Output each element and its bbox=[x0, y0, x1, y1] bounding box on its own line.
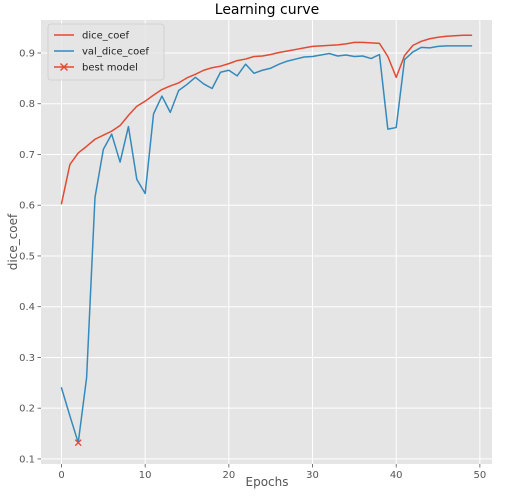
legend-label: best model bbox=[82, 63, 138, 74]
y-tick-label: 0.8 bbox=[19, 99, 35, 110]
y-tick-label: 0.5 bbox=[19, 251, 35, 262]
x-tick-label: 20 bbox=[222, 470, 235, 481]
legend-entry: best model bbox=[54, 63, 138, 74]
legend-entry: dice_coef bbox=[54, 31, 130, 42]
x-axis-label: Epochs bbox=[246, 475, 289, 489]
legend-label: val_dice_coef bbox=[82, 47, 149, 58]
axis-layer: 0 10 20 30 40 50 0.1 0.2 0.3 0.4 0.5 0.6 0.7 0.8 0.9 bbox=[19, 48, 486, 481]
y-tick-label: 0.1 bbox=[19, 454, 35, 465]
legend-entry: val_dice_coef bbox=[54, 47, 149, 58]
grid-layer bbox=[41, 20, 492, 464]
series-layer bbox=[60, 34, 473, 444]
x-tick-label: 40 bbox=[390, 470, 403, 481]
chart-title: Learning curve bbox=[215, 2, 319, 18]
best-model-marker bbox=[74, 439, 82, 447]
y-tick-label: 0.3 bbox=[19, 353, 35, 364]
y-tick-label: 0.2 bbox=[19, 404, 35, 415]
y-tick-label: 0.9 bbox=[19, 48, 35, 59]
y-tick-label: 0.6 bbox=[19, 201, 35, 212]
legend-box bbox=[47, 23, 165, 81]
x-tick-label: 30 bbox=[306, 470, 319, 481]
x-tick-label: 10 bbox=[139, 470, 152, 481]
y-tick-label: 0.7 bbox=[19, 150, 35, 161]
marker-layer bbox=[74, 439, 82, 447]
legend-marker-x-icon bbox=[60, 63, 68, 71]
legend-label: dice_coef bbox=[82, 31, 130, 42]
series-line-dice-coef bbox=[60, 34, 473, 205]
x-tick-label: 50 bbox=[474, 470, 487, 481]
series-line-val-dice-coef bbox=[60, 45, 473, 444]
y-axis-label: dice_coef bbox=[6, 213, 20, 270]
x-tick-label: 0 bbox=[58, 470, 64, 481]
y-tick-label: 0.4 bbox=[19, 302, 35, 313]
plot-background bbox=[41, 20, 492, 464]
